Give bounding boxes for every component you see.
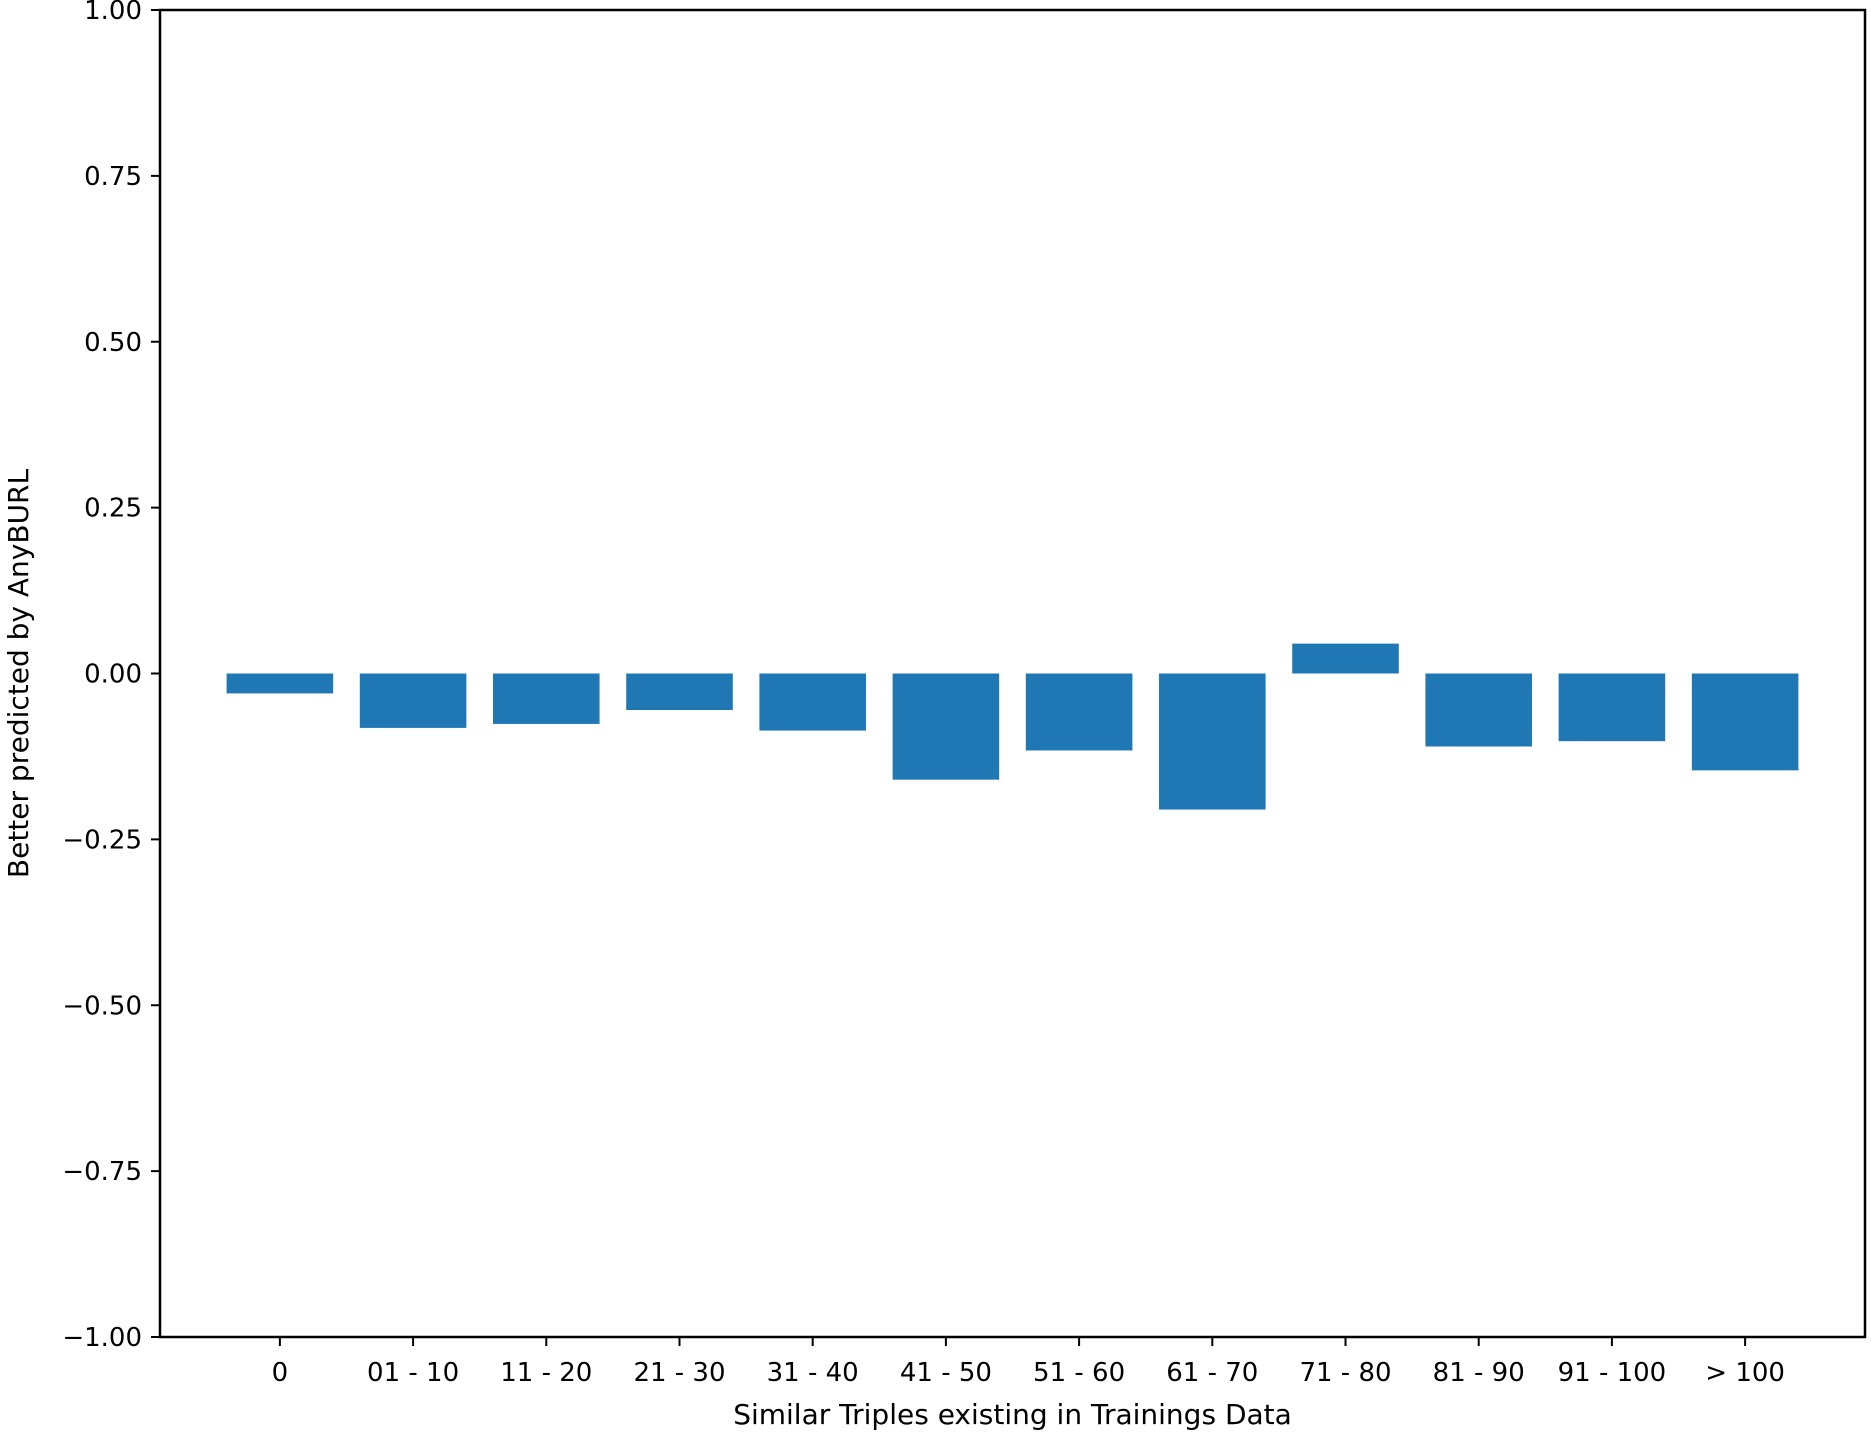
bar-8 — [1292, 643, 1399, 674]
bar-7 — [1159, 673, 1266, 810]
y-tick-label: −0.75 — [62, 1157, 142, 1187]
y-tick-label: −0.50 — [62, 991, 142, 1021]
y-axis-label: Better predicted by AnyBURL — [2, 468, 35, 878]
y-tick-label: 0.50 — [84, 328, 142, 358]
x-tick-label: > 100 — [1705, 1358, 1785, 1388]
x-tick-label: 11 - 20 — [500, 1358, 592, 1388]
bar-1 — [359, 673, 467, 728]
bar-11 — [1691, 673, 1799, 771]
bar-4 — [759, 673, 866, 731]
x-tick-label: 91 - 100 — [1558, 1358, 1667, 1388]
x-axis-label: Similar Triples existing in Trainings Da… — [733, 1398, 1292, 1431]
bar-3 — [626, 673, 733, 710]
x-tick-label: 31 - 40 — [767, 1358, 859, 1388]
y-tick-label: −1.00 — [62, 1323, 142, 1353]
y-tick-label: 0.25 — [84, 494, 142, 524]
x-tick-label: 21 - 30 — [633, 1358, 725, 1388]
bar-6 — [1025, 673, 1133, 751]
x-tick-label: 51 - 60 — [1033, 1358, 1125, 1388]
bars-group — [226, 643, 1799, 810]
y-tick-label: −0.25 — [62, 825, 142, 855]
bar-10 — [1558, 673, 1666, 742]
bar-0 — [226, 673, 334, 694]
x-tick-label: 71 - 80 — [1299, 1358, 1391, 1388]
y-axis: −1.00 −0.75 −0.50 −0.25 0.00 0.25 0.50 0.75 1.00 — [62, 0, 160, 1353]
bar-5 — [892, 673, 1000, 780]
x-axis: 0 01 - 10 11 - 20 21 - 30 31 - 40 41 - 50 51 -… — [272, 1337, 1785, 1388]
y-tick-label: 0.00 — [84, 660, 142, 690]
x-tick-label: 01 - 10 — [367, 1358, 459, 1388]
bar-9 — [1425, 673, 1532, 747]
x-tick-label: 81 - 90 — [1433, 1358, 1525, 1388]
x-tick-label: 61 - 70 — [1166, 1358, 1258, 1388]
x-tick-label: 41 - 50 — [900, 1358, 992, 1388]
bar-2 — [493, 673, 600, 724]
y-tick-label: 1.00 — [84, 0, 142, 26]
x-tick-label: 0 — [272, 1358, 289, 1388]
y-tick-label: 0.75 — [84, 162, 142, 192]
